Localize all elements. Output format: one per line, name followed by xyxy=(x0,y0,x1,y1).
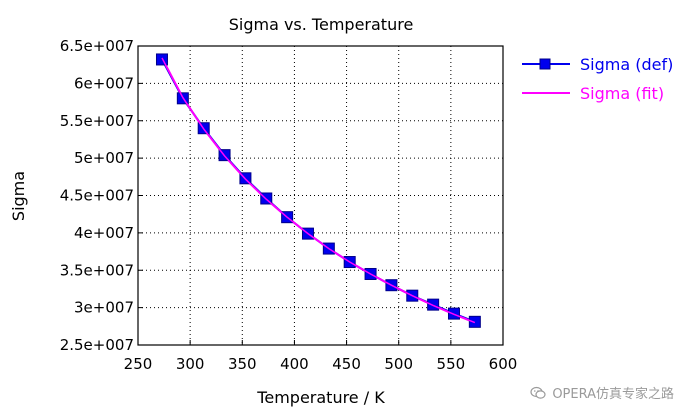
x-tick-label: 500 xyxy=(384,355,413,373)
series-line-sigma-fit-overlay xyxy=(161,57,476,324)
axes: 250 300 350 400 450 500 550 600 2.5e+007 3e+007 3.… xyxy=(60,37,518,373)
legend-label: Sigma (def) xyxy=(580,55,673,74)
y-axis-label: Sigma xyxy=(9,171,28,221)
legend: Sigma (def) Sigma (fit) xyxy=(522,55,673,103)
plot-frame xyxy=(137,45,504,346)
x-axis-label: Temperature / K xyxy=(256,388,385,407)
x-tick-label: 600 xyxy=(489,355,518,373)
x-tick-label: 300 xyxy=(176,355,205,373)
x-tick-label: 350 xyxy=(228,355,257,373)
y-tick-label: 6e+007 xyxy=(74,74,134,92)
legend-marker xyxy=(539,58,551,70)
wechat-icon xyxy=(530,386,546,399)
watermark: OPERA仿真专家之路 xyxy=(530,383,674,402)
x-tick-label: 450 xyxy=(332,355,361,373)
y-tick-label: 6.5e+007 xyxy=(60,37,134,55)
legend-label: Sigma (fit) xyxy=(580,84,664,103)
y-tick-label: 4e+007 xyxy=(74,224,134,242)
y-tick-label: 3e+007 xyxy=(74,299,134,317)
x-tick-label: 250 xyxy=(124,355,153,373)
y-tick-label: 5.5e+007 xyxy=(60,112,134,130)
series-line-sigma-def xyxy=(161,58,476,323)
x-tick-label: 400 xyxy=(280,355,309,373)
x-tick-label: 550 xyxy=(437,355,466,373)
series-line-sigma-fit xyxy=(161,57,476,324)
y-tick-label: 3.5e+007 xyxy=(60,261,134,279)
y-tick-label: 5e+007 xyxy=(74,149,134,167)
watermark-text: OPERA仿真专家之路 xyxy=(552,387,674,402)
chart-title: Sigma vs. Temperature xyxy=(229,15,414,34)
y-tick-label: 4.5e+007 xyxy=(60,187,134,205)
grid-lines xyxy=(138,46,503,345)
y-tick-label: 2.5e+007 xyxy=(60,336,134,354)
series-layer xyxy=(155,53,481,328)
